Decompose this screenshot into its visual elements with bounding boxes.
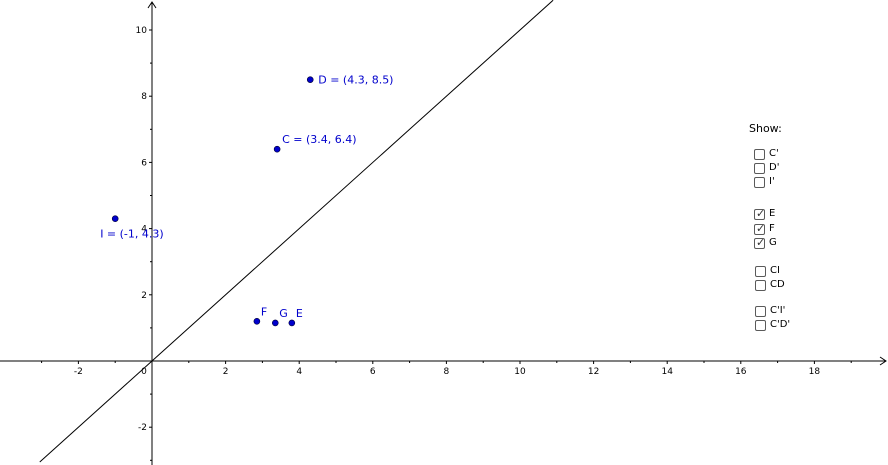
x-tick-label: 8 [444, 367, 450, 377]
checkbox-label: CI [770, 265, 780, 276]
checkbox-show-c-prime[interactable]: C' [754, 147, 779, 161]
checkbox-box[interactable] [755, 319, 766, 331]
x-tick-label: 2 [223, 367, 229, 377]
checkbox-label: C' [769, 148, 779, 159]
point-g-label: G [279, 307, 288, 320]
x-tick-label: 6 [370, 367, 376, 377]
y-tick-label: 6 [141, 158, 147, 168]
point-d-label: D = (4.3, 8.5) [318, 74, 393, 87]
check-icon: ✓ [756, 235, 766, 249]
checkbox-show-c-prime-i-prime[interactable]: C'I' [755, 304, 785, 318]
checkbox-label: E [769, 208, 776, 219]
y-tick-label: 10 [136, 26, 148, 36]
point-f[interactable] [253, 317, 261, 325]
checkbox-show-c-prime-d-prime[interactable]: C'D' [755, 318, 790, 332]
y-tick-label: 8 [141, 92, 147, 102]
point-d[interactable] [306, 76, 314, 83]
check-icon: ✓ [756, 221, 766, 235]
x-axis-arrow-icon [879, 356, 887, 366]
checkbox-show-e[interactable]: ✓ E [754, 207, 775, 221]
checkbox-box[interactable] [754, 176, 765, 188]
point-c[interactable] [273, 145, 281, 153]
checkbox-label: CD [770, 279, 785, 290]
checkbox-label: D' [769, 162, 780, 173]
x-tick-label: 0 [141, 367, 147, 377]
point-i-label: I = (-1, 4.3) [100, 228, 164, 241]
x-tick-label: 10 [514, 367, 526, 377]
show-panel-title: Show: [749, 122, 782, 135]
check-icon: ✓ [756, 206, 766, 220]
point-g[interactable] [271, 319, 279, 327]
checkbox-show-ci[interactable]: CI [755, 264, 780, 278]
axis-ticks: -2 0 2 4 6 8 10 12 14 16 18 -2 2 4 6 8 10 [41, 26, 852, 461]
checkbox-box[interactable]: ✓ [754, 206, 766, 220]
checkbox-label: C'I' [770, 305, 786, 316]
point-e-label: E [296, 307, 303, 320]
checkbox-box[interactable] [755, 279, 766, 291]
checkbox-show-i-prime[interactable]: I' [754, 175, 775, 189]
x-tick-label: 18 [809, 367, 821, 377]
checkbox-show-f[interactable]: ✓ F [754, 222, 775, 236]
point-f-label: F [261, 305, 267, 318]
checkbox-label: F [769, 223, 775, 234]
x-tick-label: 12 [588, 367, 599, 377]
x-tick-label: 14 [661, 367, 673, 377]
x-tick-label: -2 [74, 367, 83, 377]
checkbox-box[interactable] [754, 162, 765, 174]
y-tick-label: -2 [138, 423, 147, 433]
checkbox-label: I' [769, 176, 775, 187]
checkbox-show-d-prime[interactable]: D' [754, 161, 779, 175]
mirror-line-y-equals-x[interactable] [39, 0, 554, 463]
y-tick-label: 2 [141, 291, 147, 301]
checkbox-label: G [769, 237, 777, 248]
x-tick-label: 4 [296, 367, 302, 377]
y-axis-arrow-icon [147, 1, 157, 9]
point-i[interactable] [111, 215, 119, 222]
checkbox-box[interactable]: ✓ [754, 235, 766, 249]
x-tick-label: 16 [735, 367, 747, 377]
points-layer: D = (4.3, 8.5) C = (3.4, 6.4) I = (-1, 4.3… [100, 74, 393, 327]
y-tick-label: 4 [141, 225, 147, 235]
checkbox-show-cd[interactable]: CD [755, 278, 785, 292]
checkbox-box[interactable]: ✓ [754, 221, 766, 235]
checkbox-box[interactable] [755, 265, 766, 277]
point-e[interactable] [288, 319, 296, 327]
checkbox-box[interactable] [754, 148, 765, 160]
checkbox-box[interactable] [755, 305, 766, 317]
checkbox-show-g[interactable]: ✓ G [754, 236, 777, 250]
checkbox-label: C'D' [770, 319, 791, 330]
point-c-label: C = (3.4, 6.4) [282, 133, 356, 146]
